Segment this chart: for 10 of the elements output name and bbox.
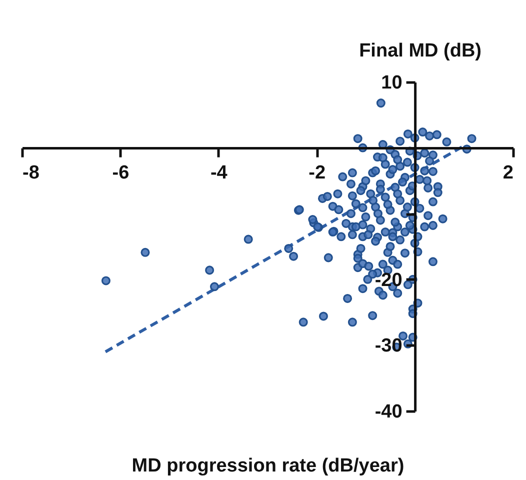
y-tick-label: 10 — [381, 72, 402, 94]
x-axis-title: MD progression rate (dB/year) — [132, 456, 404, 476]
x-tick-label: -8 — [22, 162, 40, 184]
x-tick-label: -6 — [112, 162, 130, 184]
x-tick-label: 2 — [502, 162, 514, 184]
x-tick-label: -4 — [210, 162, 228, 184]
y-tick-label: -40 — [374, 402, 402, 422]
y-axis-title: Final MD (dB) — [359, 40, 482, 62]
y-tick-label: -20 — [374, 270, 402, 291]
x-tick-label: -2 — [308, 162, 326, 184]
